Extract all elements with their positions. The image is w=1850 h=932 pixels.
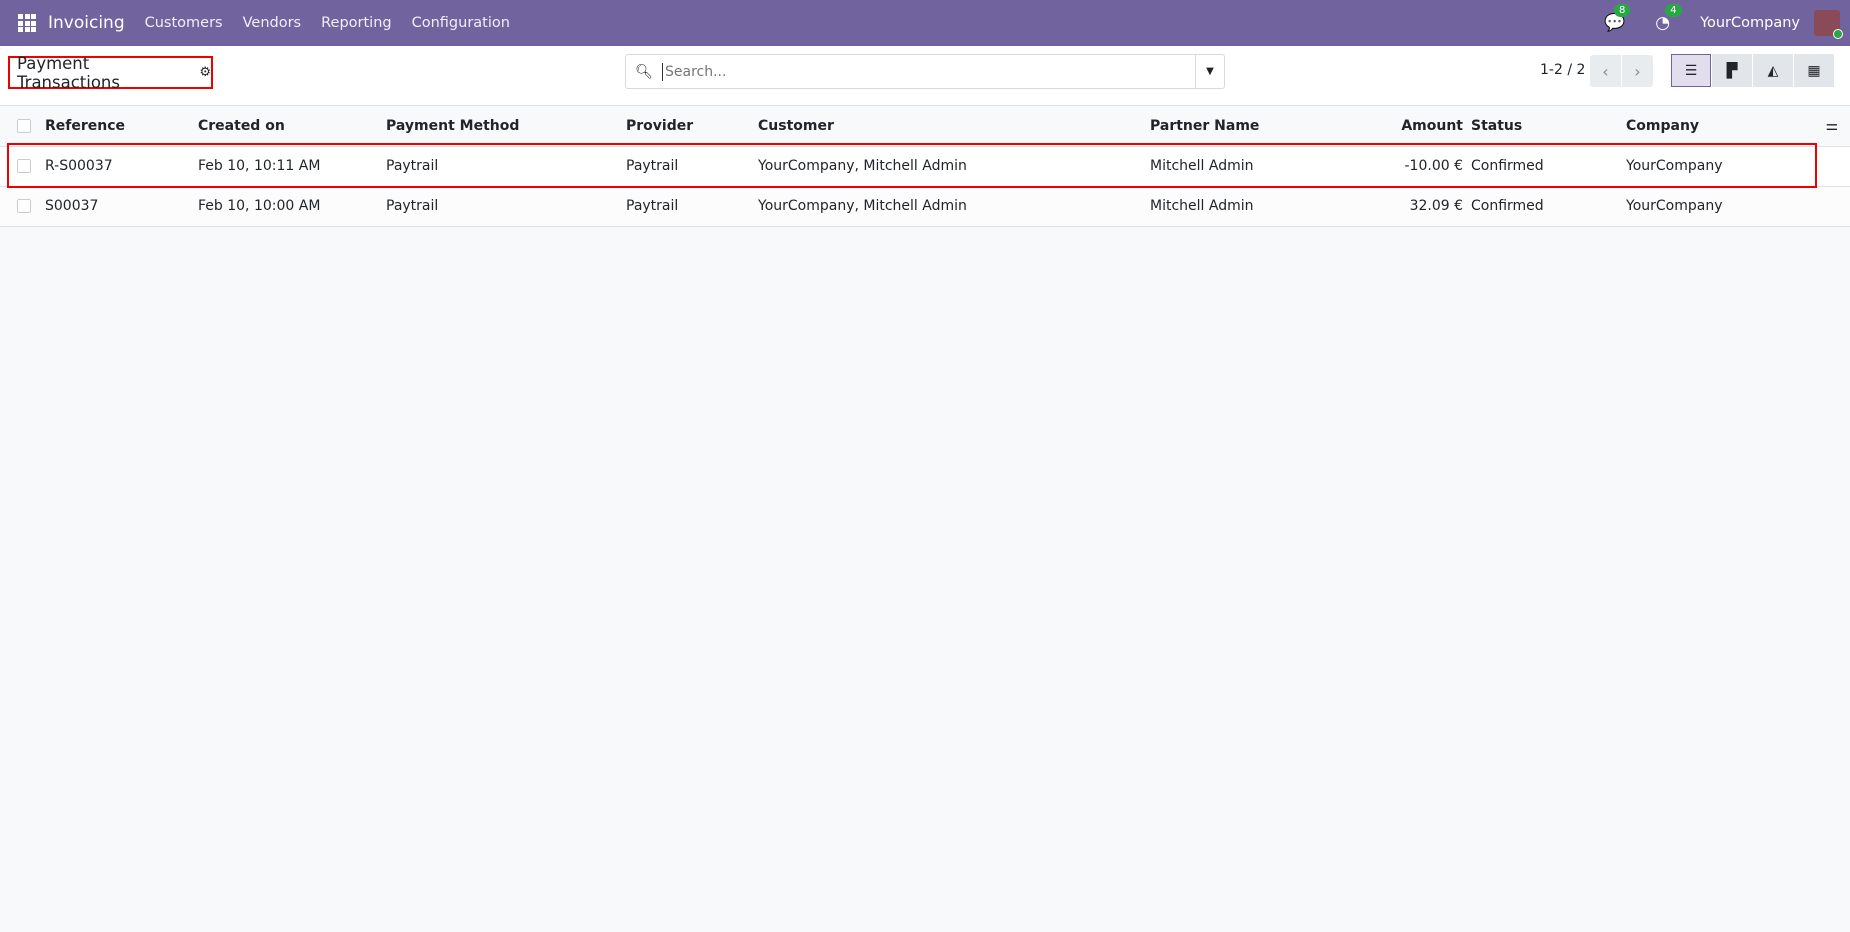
table-header: Reference Created on Payment Method Prov…: [0, 106, 1850, 147]
messages-badge: 8: [1614, 4, 1631, 17]
transactions-table: Reference Created on Payment Method Prov…: [0, 106, 1850, 227]
menu-vendors[interactable]: Vendors: [242, 15, 302, 31]
table-icon: ▦: [1807, 62, 1821, 79]
menu-customers[interactable]: Customers: [144, 15, 223, 31]
cell-created-on: Feb 10, 10:00 AM: [198, 186, 386, 227]
cell-provider: Paytrail: [626, 146, 758, 187]
row-checkbox[interactable]: [17, 199, 31, 213]
company-switcher[interactable]: YourCompany: [1700, 15, 1800, 31]
kanban-view-button[interactable]: ▛: [1712, 54, 1752, 87]
cell-customer: YourCompany, Mitchell Admin: [758, 146, 1150, 187]
cell-created-on: Feb 10, 10:11 AM: [198, 146, 386, 187]
optional-columns-icon[interactable]: ⚌: [1825, 117, 1838, 134]
kanban-icon: ▛: [1726, 62, 1738, 79]
messages-button[interactable]: 💬 8: [1604, 4, 1631, 33]
column-partner-name[interactable]: Partner Name: [1150, 106, 1385, 147]
avatar[interactable]: [1814, 10, 1843, 39]
list-icon: ☰: [1684, 62, 1698, 79]
control-panel: Payment Transactions ⚙ 🔍︎ ▼ 1-2 / 2 ‹ › ☰…: [0, 46, 1850, 106]
app-name[interactable]: Invoicing: [48, 13, 125, 33]
clock-icon: ◔: [1655, 13, 1671, 33]
cell-amount: -10.00 €: [1385, 146, 1471, 187]
menu-configuration[interactable]: Configuration: [411, 15, 510, 31]
cell-partner-name: Mitchell Admin: [1150, 146, 1385, 187]
search-bar: 🔍︎ ▼: [625, 54, 1225, 89]
cell-status: Confirmed: [1471, 146, 1626, 187]
view-switcher: ☰ ▛ ◭ ▦: [1671, 54, 1835, 87]
column-created-on[interactable]: Created on: [198, 106, 386, 147]
cell-reference: R-S00037: [45, 146, 198, 187]
online-status-icon: [1833, 29, 1843, 39]
chevron-left-icon: ‹: [1602, 61, 1609, 81]
app-grid-icon[interactable]: [18, 14, 36, 32]
column-payment-method[interactable]: Payment Method: [386, 106, 626, 147]
cell-amount: 32.09 €: [1385, 186, 1471, 227]
activities-button[interactable]: ◔ 4: [1655, 4, 1682, 33]
pager-previous-button[interactable]: ‹: [1590, 55, 1621, 87]
page-title: Payment Transactions ⚙: [8, 53, 213, 92]
table-row[interactable]: S00037 Feb 10, 10:00 AM Paytrail Paytrai…: [0, 186, 1850, 227]
menu-reporting[interactable]: Reporting: [321, 15, 392, 31]
cell-partner-name: Mitchell Admin: [1150, 186, 1385, 227]
list-view-button[interactable]: ☰: [1671, 54, 1711, 87]
cell-reference: S00037: [45, 186, 198, 227]
gear-icon[interactable]: ⚙: [199, 65, 211, 80]
pivot-view-button[interactable]: ▦: [1794, 54, 1834, 87]
chevron-right-icon: ›: [1634, 61, 1641, 81]
graph-view-button[interactable]: ◭: [1753, 54, 1793, 87]
column-status[interactable]: Status: [1471, 106, 1626, 147]
chat-icon: 💬: [1604, 13, 1626, 33]
pager-value[interactable]: 1-2 / 2: [1540, 62, 1586, 78]
cell-payment-method: Paytrail: [386, 146, 626, 187]
select-all-checkbox[interactable]: [17, 118, 31, 133]
cell-payment-method: Paytrail: [386, 186, 626, 227]
pager-next-button[interactable]: ›: [1622, 55, 1653, 87]
area-chart-icon: ◭: [1767, 62, 1779, 79]
cell-company: YourCompany: [1626, 186, 1816, 227]
column-reference[interactable]: Reference: [45, 106, 198, 147]
top-navbar: Invoicing Customers Vendors Reporting Co…: [0, 0, 1850, 46]
table-row[interactable]: R-S00037 Feb 10, 10:11 AM Paytrail Paytr…: [0, 146, 1850, 187]
breadcrumb: Payment Transactions: [17, 53, 120, 92]
cell-customer: YourCompany, Mitchell Admin: [758, 186, 1150, 227]
search-icon: 🔍︎: [635, 63, 653, 80]
row-checkbox[interactable]: [17, 159, 31, 173]
cell-provider: Paytrail: [626, 186, 758, 227]
column-amount[interactable]: Amount: [1385, 106, 1471, 147]
cell-company: YourCompany: [1626, 146, 1816, 187]
search-options-toggle[interactable]: ▼: [1195, 55, 1224, 88]
cell-status: Confirmed: [1471, 186, 1626, 227]
caret-down-icon: ▼: [1206, 66, 1214, 77]
search-input[interactable]: [662, 62, 1195, 81]
activities-badge: 4: [1665, 4, 1682, 17]
column-company[interactable]: Company: [1626, 106, 1816, 147]
column-provider[interactable]: Provider: [626, 106, 758, 147]
column-customer[interactable]: Customer: [758, 106, 1150, 147]
